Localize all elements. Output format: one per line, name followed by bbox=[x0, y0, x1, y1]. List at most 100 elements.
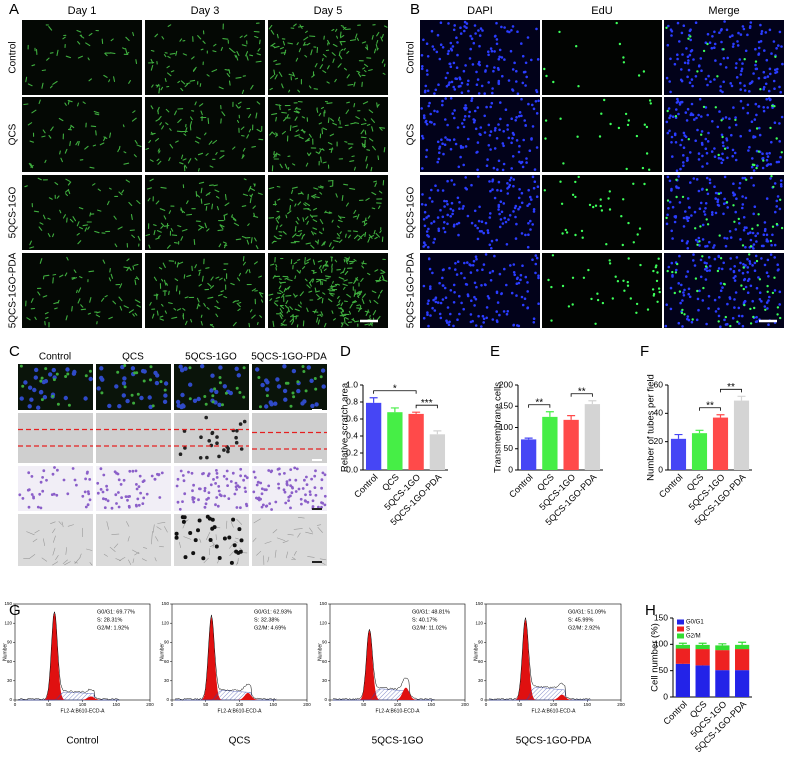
legend-label: S bbox=[686, 627, 690, 633]
cell-dots bbox=[665, 97, 784, 172]
bar bbox=[733, 400, 750, 470]
bar-segment bbox=[735, 644, 750, 650]
micrograph bbox=[252, 413, 327, 463]
y-axis-label: Number of tubes per field bbox=[646, 374, 657, 481]
x-tick-label: Control bbox=[352, 472, 380, 500]
micrograph bbox=[420, 20, 540, 95]
x-tick-label: Control bbox=[661, 699, 689, 727]
cell-strokes bbox=[252, 517, 327, 565]
x-tick-label: 150 bbox=[112, 702, 120, 707]
significance-bracket bbox=[373, 390, 417, 394]
error-bar bbox=[718, 643, 727, 646]
cycle-stat: S: 28.31% bbox=[97, 617, 122, 623]
s-phase bbox=[489, 687, 591, 701]
bar bbox=[691, 433, 708, 470]
x-tick-label: 50 bbox=[203, 702, 209, 707]
micrograph bbox=[22, 97, 142, 172]
column-header: DAPI bbox=[467, 5, 493, 17]
micrograph bbox=[542, 97, 662, 172]
cell-dots bbox=[178, 415, 247, 460]
error-bar bbox=[545, 411, 554, 417]
y-tick-label: 0 bbox=[166, 697, 169, 702]
x-tick-label: 150 bbox=[583, 702, 591, 707]
micrograph bbox=[96, 413, 171, 463]
micrograph bbox=[145, 20, 265, 95]
cell-strokes bbox=[149, 255, 264, 328]
bar-segment bbox=[715, 650, 730, 671]
column-header: 5QCS-1GO-PDA bbox=[251, 352, 327, 363]
bar-segment bbox=[695, 649, 710, 666]
column-header: QCS bbox=[122, 352, 144, 363]
x-tick-label: 50 bbox=[361, 702, 367, 707]
y-tick-label: 90 bbox=[164, 640, 170, 645]
bar bbox=[712, 417, 729, 470]
cycle-stat: S: 40.17% bbox=[412, 617, 437, 623]
x-axis-label: FL2-A:B610-ECD-A bbox=[532, 708, 577, 714]
y-tick-label: 120 bbox=[475, 620, 483, 625]
y-tick-label: 90 bbox=[478, 640, 484, 645]
micrograph bbox=[542, 253, 662, 328]
micrograph bbox=[96, 514, 171, 566]
micrograph bbox=[22, 20, 142, 95]
cell-strokes bbox=[25, 24, 138, 89]
bar bbox=[563, 419, 579, 470]
y-tick-label: 30 bbox=[322, 678, 328, 683]
bar-segment bbox=[675, 648, 690, 664]
y-tick-label: 60 bbox=[322, 659, 328, 664]
y-tick-label: 0.2 bbox=[346, 447, 358, 457]
y-tick-label: 60 bbox=[164, 659, 170, 664]
x-tick-label: 0 bbox=[14, 702, 17, 707]
plot-frame bbox=[329, 603, 466, 701]
error-bar bbox=[716, 414, 725, 418]
micrograph bbox=[18, 466, 93, 511]
sample-label: Control bbox=[66, 736, 98, 747]
micrograph bbox=[420, 253, 540, 328]
x-tick-label: 100 bbox=[79, 702, 87, 707]
error-bar bbox=[369, 397, 378, 403]
cell-dots bbox=[19, 367, 93, 410]
s-phase bbox=[333, 688, 435, 701]
y-tick-label: 120 bbox=[319, 620, 327, 625]
panel-label: C bbox=[9, 343, 20, 360]
error-bar bbox=[588, 400, 597, 405]
y-tick-label: 120 bbox=[161, 620, 169, 625]
cell-strokes bbox=[269, 100, 386, 172]
cell-dots bbox=[175, 364, 242, 410]
y-tick-label: 150 bbox=[475, 601, 483, 606]
legend-swatch bbox=[677, 633, 684, 639]
plot-frame bbox=[485, 603, 622, 701]
plot-frame bbox=[14, 603, 151, 701]
cell-dots bbox=[175, 467, 249, 511]
cell-strokes bbox=[148, 22, 262, 94]
bar-segment bbox=[715, 670, 730, 697]
x-tick-label: 50 bbox=[46, 702, 52, 707]
column-header: Control bbox=[39, 352, 71, 363]
x-tick-label: Control bbox=[657, 472, 685, 500]
panel-label: D bbox=[340, 343, 351, 360]
y-tick-label: 0 bbox=[658, 464, 663, 474]
micrograph bbox=[252, 514, 327, 566]
y-tick-label: 0.6 bbox=[346, 413, 358, 423]
g2-peak bbox=[395, 687, 417, 700]
column-header: EdU bbox=[591, 5, 612, 17]
g2-peak bbox=[237, 693, 259, 700]
row-label: 5QCS-1GO-PDA bbox=[8, 252, 19, 328]
panel-label: A bbox=[9, 1, 19, 18]
cell-strokes bbox=[103, 521, 168, 565]
error-bar bbox=[390, 407, 399, 413]
y-tick-label: 20 bbox=[654, 436, 664, 446]
x-tick-label: Control bbox=[507, 472, 535, 500]
significance-label: * bbox=[393, 383, 397, 394]
plot-frame bbox=[171, 603, 308, 701]
micrograph bbox=[268, 20, 388, 95]
cycle-stat: G0/G1: 48.81% bbox=[412, 609, 450, 615]
x-tick-label: 200 bbox=[617, 702, 625, 707]
significance-label: *** bbox=[421, 398, 433, 409]
legend-swatch bbox=[677, 626, 684, 632]
y-tick-label: 30 bbox=[164, 678, 170, 683]
cycle-stat: G2/M: 2.92% bbox=[568, 625, 600, 631]
cell-strokes bbox=[24, 177, 141, 249]
micrograph bbox=[542, 175, 662, 250]
error-bar bbox=[433, 430, 442, 435]
y-tick-label: 60 bbox=[7, 659, 13, 664]
